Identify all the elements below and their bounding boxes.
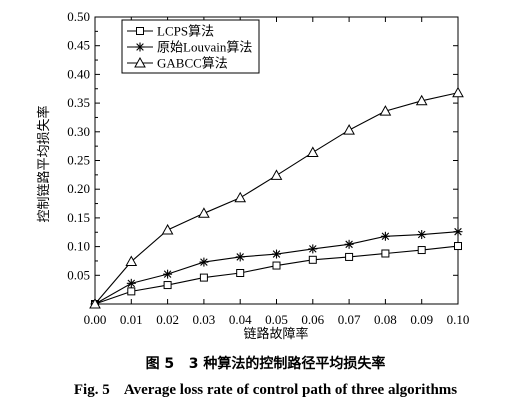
data-point xyxy=(126,278,136,288)
data-point xyxy=(417,246,426,255)
series-line xyxy=(94,92,459,305)
series-layer xyxy=(89,86,464,309)
x-tick-label: 0.06 xyxy=(301,312,324,327)
data-point xyxy=(234,191,247,203)
data-point xyxy=(270,169,283,180)
data-point xyxy=(417,230,427,240)
y-tick-label: 0.20 xyxy=(67,181,90,196)
legend-label: 原始Louvain算法 xyxy=(157,40,252,55)
y-tick-label: 0.40 xyxy=(67,66,90,81)
legend-label: GABCC算法 xyxy=(157,56,228,71)
y-tick-label: 0.45 xyxy=(67,38,90,53)
data-point xyxy=(308,244,318,254)
data-point xyxy=(89,297,101,309)
data-point xyxy=(306,146,319,157)
y-tick-label: 0.30 xyxy=(67,124,90,139)
figure-caption-chinese: 图 5 3 种算法的控制路径平均损失率 xyxy=(145,356,386,372)
data-point xyxy=(272,249,281,259)
y-tick-label: 0.10 xyxy=(67,239,90,254)
y-tick-label: 0.35 xyxy=(67,95,90,110)
legend-label: LCPS算法 xyxy=(157,24,214,39)
data-point xyxy=(163,281,172,290)
x-tick-label: 0.10 xyxy=(447,312,470,327)
x-tick-label: 0.09 xyxy=(410,312,433,327)
data-point xyxy=(308,255,317,264)
data-point xyxy=(198,207,210,218)
x-tick-label: 0.05 xyxy=(265,312,288,327)
y-tick-label: 0.05 xyxy=(67,267,90,282)
data-point xyxy=(454,242,462,251)
legend-marker xyxy=(134,56,146,68)
data-point xyxy=(163,269,173,279)
data-point xyxy=(127,287,136,296)
x-tick-label: 0.08 xyxy=(374,312,397,327)
data-point xyxy=(452,86,464,98)
line-chart: 0.05 0.10 0.15 0.20 0.25 0.30 0.35 0.40 0.45 0.50… xyxy=(36,9,469,342)
x-tick-label: 0.03 xyxy=(193,312,216,327)
data-point xyxy=(415,94,428,106)
data-point xyxy=(380,231,390,241)
data-point xyxy=(272,261,281,270)
y-axis-title: 控制链路平均损失率 xyxy=(36,105,52,222)
legend-marker xyxy=(135,42,145,52)
data-point xyxy=(379,105,392,116)
data-point xyxy=(345,252,354,261)
data-point xyxy=(235,252,245,262)
x-axis-title: 链路故障率 xyxy=(243,326,308,342)
data-point xyxy=(236,269,245,278)
y-tick-label: 0.25 xyxy=(67,153,90,168)
y-tick-label: 0.50 xyxy=(67,9,90,24)
series-triangle xyxy=(89,86,464,309)
x-tick-label: 0.07 xyxy=(338,312,361,327)
data-point xyxy=(125,255,138,267)
x-tick-label: 0.01 xyxy=(120,312,143,327)
axis-ticks: 0.05 0.10 0.15 0.20 0.25 0.30 0.35 0.40 0.45 0.50… xyxy=(67,9,469,327)
series-asterisk xyxy=(90,227,463,309)
x-tick-label: 0.00 xyxy=(84,312,107,327)
legend-item: LCPS算法 xyxy=(127,24,214,39)
data-point xyxy=(344,239,354,249)
y-tick-label: 0.15 xyxy=(67,210,90,225)
data-point xyxy=(199,257,209,267)
data-point xyxy=(161,223,174,235)
legend-marker xyxy=(136,27,144,35)
data-point xyxy=(453,227,463,237)
data-point xyxy=(381,249,390,258)
data-point xyxy=(199,273,208,282)
legend-item: 原始Louvain算法 xyxy=(127,40,252,55)
legend-item: GABCC算法 xyxy=(127,56,228,71)
data-point xyxy=(343,124,355,135)
x-tick-label: 0.02 xyxy=(156,312,179,327)
figure-caption-english: Fig. 5 Average loss rate of control path… xyxy=(73,382,458,398)
x-tick-label: 0.04 xyxy=(229,312,252,327)
